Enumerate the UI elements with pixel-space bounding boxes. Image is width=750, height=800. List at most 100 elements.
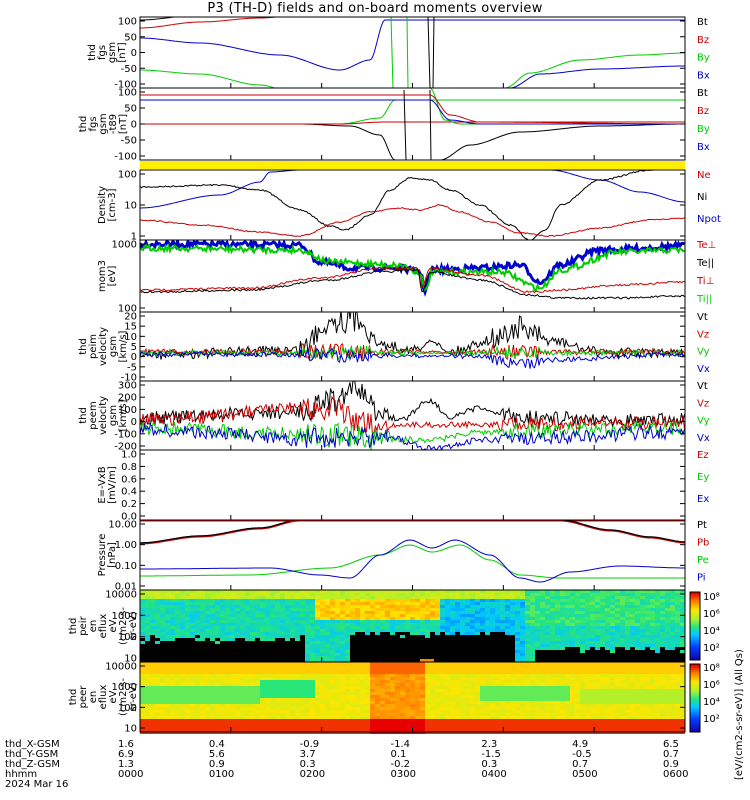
spectro-cell xyxy=(300,641,305,644)
spectro-cell xyxy=(290,620,295,623)
spectro-cell xyxy=(580,638,585,641)
spectro-cell xyxy=(490,611,495,614)
spectro-cell xyxy=(430,620,435,623)
spectro-cell xyxy=(475,599,480,602)
spectro-cell xyxy=(215,617,220,620)
spectro-cell xyxy=(175,650,180,653)
spectro-cell xyxy=(400,671,405,674)
spectro-cell xyxy=(300,647,305,650)
spectro-cell xyxy=(385,725,390,728)
spectro-cell xyxy=(200,662,205,665)
spectro-cell xyxy=(480,725,485,728)
spectro-cell xyxy=(150,602,155,605)
spectro-cell xyxy=(670,632,675,635)
spectro-cell xyxy=(560,650,565,653)
spectro-cell xyxy=(455,626,460,629)
spectro-cell xyxy=(370,671,375,674)
spectro-cell xyxy=(620,659,625,662)
spectro-cell xyxy=(315,602,320,605)
spectro-cell xyxy=(445,590,450,593)
spectro-cell xyxy=(680,602,685,605)
spectro-cell xyxy=(295,617,300,620)
spectro-cell xyxy=(295,635,300,638)
spectro-cell xyxy=(160,698,165,701)
spectro-cell xyxy=(295,590,300,593)
spectro-cell xyxy=(265,593,270,596)
spectro-cell xyxy=(225,674,230,677)
spectro-cell xyxy=(435,590,440,593)
spectro-cell xyxy=(505,680,510,683)
spectro-cell xyxy=(335,638,340,641)
spectro-cell xyxy=(345,617,350,620)
spectro-cell xyxy=(595,695,600,698)
spectro-cell xyxy=(185,713,190,716)
spectro-cell xyxy=(375,701,380,704)
spectro-cell xyxy=(530,641,535,644)
spectro-cell xyxy=(370,647,375,650)
spectro-cell xyxy=(675,632,680,635)
spectro-cell xyxy=(225,638,230,641)
spectro-cell xyxy=(575,602,580,605)
spectro-cell xyxy=(400,689,405,692)
spectro-cell xyxy=(485,614,490,617)
spectro-cell xyxy=(610,659,615,662)
spectro-cell xyxy=(595,713,600,716)
spectro-cell xyxy=(285,692,290,695)
spectro-cell xyxy=(305,722,310,725)
spectro-cell xyxy=(165,722,170,725)
spectro-cell xyxy=(340,635,345,638)
spectro-cell xyxy=(630,653,635,656)
spectro-cell xyxy=(195,692,200,695)
spectro-cell xyxy=(295,701,300,704)
spectro-cell xyxy=(445,659,450,662)
spectro-cell xyxy=(210,677,215,680)
spectro-cell xyxy=(165,701,170,704)
spectro-cell xyxy=(530,605,535,608)
spectro-cell xyxy=(575,653,580,656)
spectro-cell xyxy=(560,722,565,725)
spectro-cell xyxy=(480,719,485,722)
spectro-cell xyxy=(355,608,360,611)
spectro-cell xyxy=(555,620,560,623)
spectro-cell xyxy=(190,698,195,701)
spectro-cell xyxy=(330,716,335,719)
spectro-cell xyxy=(420,695,425,698)
spectro-cell xyxy=(380,725,385,728)
spectro-cell xyxy=(410,674,415,677)
spectro-cell xyxy=(260,659,265,662)
spectro-cell xyxy=(300,701,305,704)
spectro-cell xyxy=(185,641,190,644)
spectro-cell xyxy=(390,596,395,599)
spectro-cell xyxy=(365,662,370,665)
spectro-cell xyxy=(390,668,395,671)
spectro-cell xyxy=(250,656,255,659)
spectro-cell xyxy=(365,668,370,671)
spectro-cell xyxy=(450,686,455,689)
spectro-cell xyxy=(210,641,215,644)
spectro-cell xyxy=(395,707,400,710)
spectro-cell xyxy=(530,665,535,668)
spectro-cell xyxy=(595,593,600,596)
spectro-cell xyxy=(305,707,310,710)
spectro-cell xyxy=(620,671,625,674)
spectro-cell xyxy=(175,722,180,725)
spectro-cell xyxy=(400,605,405,608)
spectro-cell xyxy=(285,716,290,719)
spectro-cell xyxy=(485,650,490,653)
spectro-cell xyxy=(435,656,440,659)
spectro-cell xyxy=(140,647,145,650)
spectro-cell xyxy=(660,605,665,608)
spectro-cell xyxy=(245,680,250,683)
series-bt-spike xyxy=(429,89,432,161)
spectro-cell xyxy=(550,725,555,728)
spectro-cell xyxy=(250,713,255,716)
spectro-cell xyxy=(175,593,180,596)
spectro-cell xyxy=(455,725,460,728)
spectro-cell xyxy=(140,686,145,689)
spectro-cell xyxy=(260,656,265,659)
spectro-cell xyxy=(555,692,560,695)
spectro-cell xyxy=(630,650,635,653)
spectro-cell xyxy=(355,662,360,665)
spectro-cell xyxy=(555,710,560,713)
spectro-cell xyxy=(605,674,610,677)
